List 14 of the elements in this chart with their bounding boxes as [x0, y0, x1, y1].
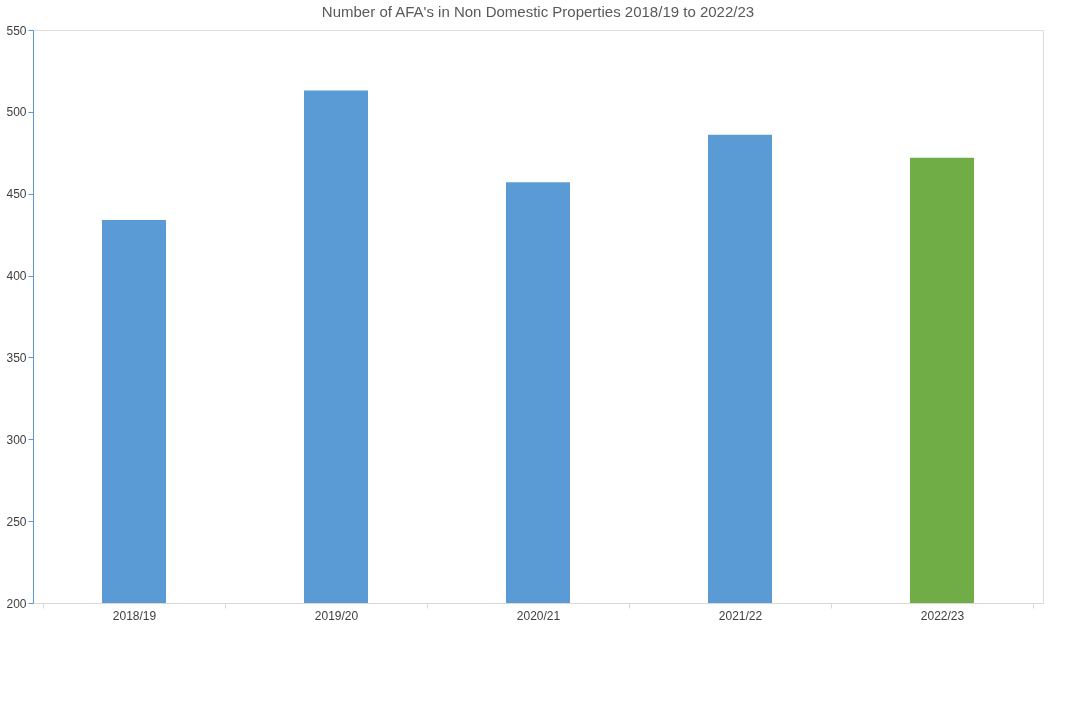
- y-tick-label: 200: [6, 596, 27, 611]
- x-tick-label: 2019/20: [314, 608, 359, 623]
- y-tick-label: 250: [6, 514, 27, 529]
- y-tick-label: 550: [6, 23, 27, 38]
- y-tick-label: 450: [6, 187, 27, 202]
- y-tick-label: 500: [6, 105, 27, 120]
- y-tick-label: 350: [6, 350, 27, 365]
- x-tick-label: 2018/19: [112, 608, 157, 623]
- y-tick-label: 400: [6, 269, 27, 284]
- x-tick-label: 2021/22: [718, 608, 763, 623]
- chart-title: Number of AFA's in Non Domestic Properties 2018/19 to 2022/23: [321, 3, 755, 20]
- y-tick-label: 300: [6, 432, 27, 447]
- x-tick-label: 2020/21: [516, 608, 561, 623]
- x-tick-label: 2022/23: [920, 608, 965, 623]
